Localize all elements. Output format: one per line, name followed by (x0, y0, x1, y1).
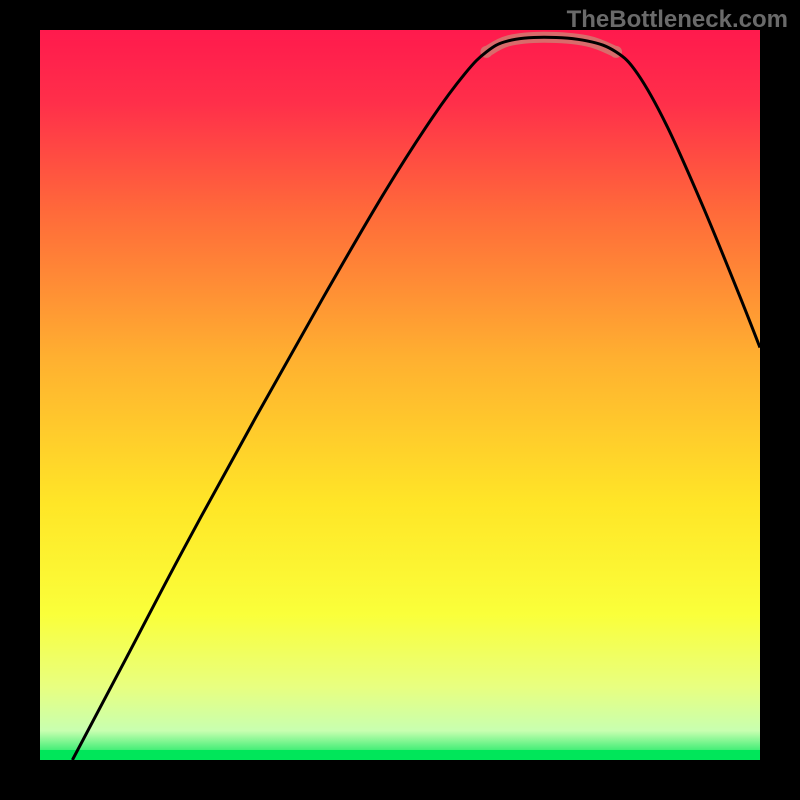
chart-container: TheBottleneck.com (0, 0, 800, 800)
main-curve-path (72, 37, 760, 760)
plot-area (40, 30, 760, 760)
watermark-text: TheBottleneck.com (567, 6, 788, 34)
curve-svg (40, 30, 760, 760)
